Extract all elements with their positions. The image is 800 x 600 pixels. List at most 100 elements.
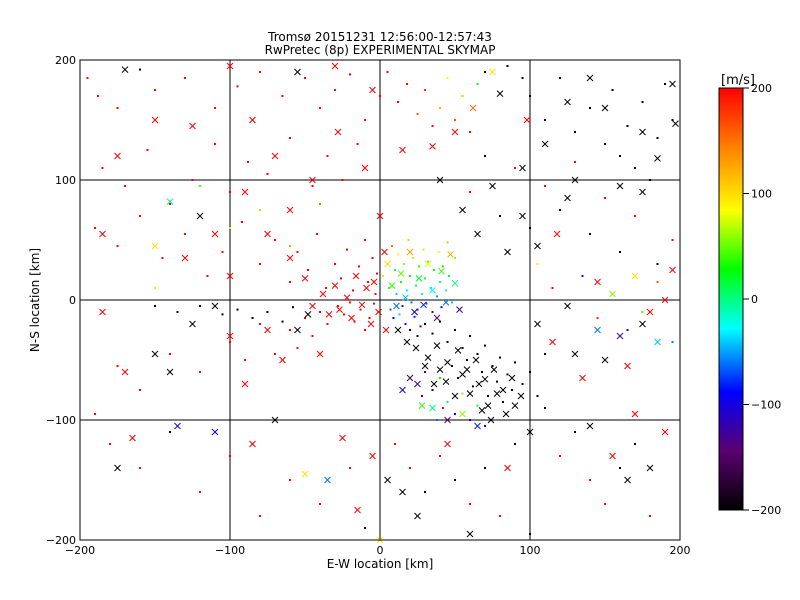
data-point-cross bbox=[352, 272, 360, 280]
data-point-dot bbox=[319, 311, 321, 313]
data-point-cross bbox=[466, 390, 474, 397]
data-point-dot bbox=[398, 313, 401, 316]
data-point-cross bbox=[151, 350, 159, 358]
colorbar-tick-label: 0 bbox=[751, 293, 758, 306]
data-point-dot bbox=[364, 527, 366, 529]
data-point-dot bbox=[154, 287, 156, 289]
data-point-dot bbox=[316, 233, 318, 235]
data-point-cross bbox=[489, 68, 496, 76]
data-point-dot bbox=[304, 77, 306, 79]
data-point-cross bbox=[429, 143, 436, 150]
data-point-cross bbox=[367, 320, 375, 328]
data-point-dot bbox=[454, 329, 456, 331]
data-point-cross bbox=[564, 98, 571, 106]
data-point-dot bbox=[353, 320, 356, 323]
data-point-dot bbox=[421, 293, 423, 295]
x-tick-label: 0 bbox=[377, 544, 384, 557]
data-point-cross bbox=[459, 371, 466, 378]
data-point-dot bbox=[364, 239, 366, 241]
data-point-cross bbox=[114, 152, 121, 160]
data-point-dot bbox=[491, 365, 494, 367]
data-point-dot bbox=[496, 380, 498, 383]
chart-title-line2: RwPretec (8p) EXPERIMENTAL SKYMAP bbox=[265, 43, 496, 57]
x-axis-ticks: −200 −100 0 100 200 bbox=[65, 544, 691, 557]
data-point-dot bbox=[484, 467, 486, 469]
data-point-dot bbox=[649, 179, 651, 181]
data-point-cross bbox=[309, 302, 316, 310]
data-point-dot bbox=[469, 191, 471, 193]
data-point-dot bbox=[454, 413, 456, 415]
data-point-dot bbox=[484, 425, 486, 427]
data-point-cross bbox=[301, 275, 309, 282]
data-point-dot bbox=[259, 323, 261, 325]
data-point-cross bbox=[534, 320, 541, 328]
data-point-dot bbox=[634, 215, 636, 217]
data-point-dot bbox=[391, 245, 393, 247]
data-point-dot bbox=[244, 359, 246, 361]
data-point-dot bbox=[511, 389, 513, 391]
data-point-cross bbox=[646, 464, 654, 472]
x-tick-label: 200 bbox=[670, 544, 691, 557]
data-point-cross bbox=[436, 366, 444, 373]
y-tick-label: 100 bbox=[55, 174, 76, 187]
data-point-cross bbox=[639, 128, 646, 136]
data-point-dot bbox=[427, 260, 429, 263]
data-point-dot bbox=[437, 251, 440, 253]
data-point-dot bbox=[529, 371, 531, 373]
data-point-dot bbox=[214, 143, 216, 145]
data-point-dot bbox=[487, 395, 489, 397]
data-point-dot bbox=[506, 373, 509, 376]
y-tick-label: 200 bbox=[55, 54, 76, 67]
y-tick-label: −200 bbox=[46, 534, 76, 547]
data-point-cross bbox=[475, 380, 483, 388]
data-point-cross bbox=[226, 332, 234, 340]
data-point-dot bbox=[386, 71, 389, 73]
data-point-cross bbox=[541, 140, 549, 148]
colorbar-tick-label: −200 bbox=[751, 504, 781, 517]
data-point-cross bbox=[151, 116, 159, 124]
data-point-dot bbox=[184, 233, 186, 235]
data-point-dot bbox=[176, 311, 179, 313]
data-point-dot bbox=[382, 275, 384, 277]
data-point-cross bbox=[399, 146, 406, 154]
data-point-dot bbox=[424, 371, 426, 373]
data-point-dot bbox=[169, 203, 171, 205]
data-point-dot bbox=[424, 323, 426, 325]
data-point-dot bbox=[446, 77, 449, 79]
data-point-dot bbox=[334, 263, 336, 265]
data-point-cross bbox=[594, 278, 601, 286]
data-point-dot bbox=[604, 143, 606, 145]
data-point-dot bbox=[116, 245, 119, 247]
data-point-cross bbox=[331, 62, 339, 70]
data-point-dot bbox=[319, 203, 321, 205]
data-point-dot bbox=[326, 155, 329, 157]
data-point-cross bbox=[459, 410, 466, 418]
data-point-cross bbox=[646, 308, 654, 316]
data-point-dot bbox=[325, 287, 327, 289]
data-point-dot bbox=[409, 329, 411, 331]
data-point-cross bbox=[609, 452, 616, 460]
data-point-dot bbox=[154, 305, 156, 307]
data-point-dot bbox=[589, 479, 591, 481]
data-point-dot bbox=[199, 371, 201, 373]
data-point-dot bbox=[94, 413, 96, 415]
data-point-cross bbox=[478, 407, 486, 414]
data-point-dot bbox=[340, 277, 342, 280]
data-point-cross bbox=[406, 248, 414, 256]
data-point-dot bbox=[394, 269, 396, 271]
data-point-cross bbox=[534, 242, 541, 250]
data-point-dot bbox=[596, 317, 599, 319]
data-point-dot bbox=[559, 77, 561, 79]
data-point-dot bbox=[409, 275, 411, 277]
x-tick-label: −200 bbox=[65, 544, 95, 557]
data-point-dot bbox=[403, 263, 405, 265]
data-point-dot bbox=[454, 257, 456, 259]
data-point-dot bbox=[536, 263, 539, 265]
data-point-dot bbox=[424, 89, 426, 91]
data-point-dot bbox=[649, 515, 651, 517]
data-point-cross bbox=[174, 422, 181, 430]
data-point-dot bbox=[514, 361, 516, 364]
data-point-dot bbox=[433, 269, 435, 271]
data-point-cross bbox=[430, 380, 438, 388]
data-point-dot bbox=[551, 287, 554, 289]
